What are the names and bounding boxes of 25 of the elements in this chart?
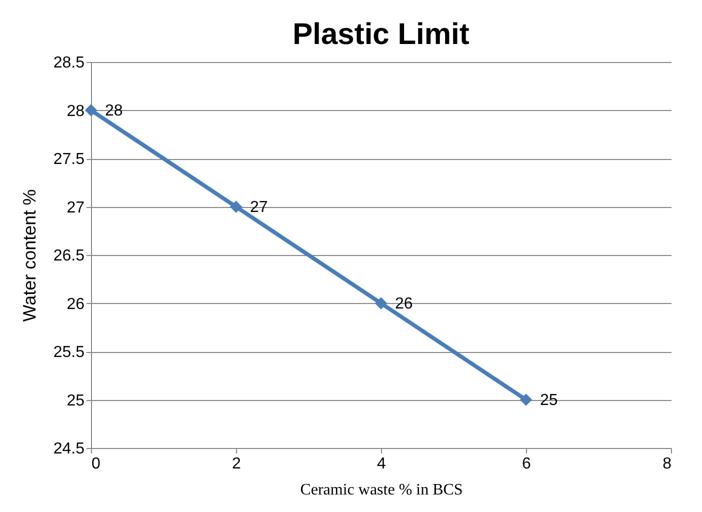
y-tick-label: 26 [66,296,85,313]
data-label: 27 [250,198,268,216]
y-tick-label: 27.5 [53,151,85,168]
data-label: 26 [395,295,413,312]
y-tick-label: 28.5 [53,54,85,72]
point [230,200,242,213]
chart-title: Plastic Limit [292,18,470,51]
x-tick-label: 0 [92,456,100,472]
point [520,394,532,406]
data-label: 25 [540,392,558,409]
y-tick-label: 26.5 [53,248,85,264]
x-axis-title: Ceramic waste % in BCS [300,482,463,498]
y-tick-label: 24.5 [53,440,85,458]
data-label: 28 [105,102,123,120]
y-tick-label: 28 [66,102,85,120]
x-tick-label: 8 [662,456,672,472]
y-axis-title: Water content % [19,189,40,322]
point [374,297,388,310]
y-tick-label: 25 [66,392,85,410]
x-tick-label: 4 [377,456,386,472]
x-tick-label: 6 [522,456,532,472]
point [84,104,98,116]
y-tick-label: 27 [66,199,85,216]
y-tick-label: 25.5 [53,344,85,361]
x-tick-label: 2 [232,456,242,472]
